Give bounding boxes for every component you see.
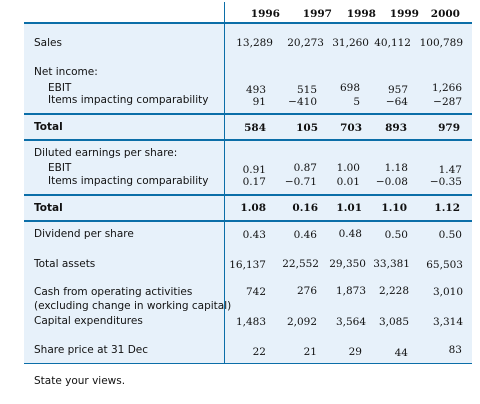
table-cell: 21 <box>303 346 317 358</box>
table-cell: 0.01 <box>336 176 360 188</box>
table-cell: 0.50 <box>438 229 462 241</box>
row-label-cash-from-operations: Cash from operating activities <box>34 286 193 298</box>
year-header: 1998 <box>346 8 376 20</box>
table-cell: 1.00 <box>336 162 360 174</box>
table-cell: 1.47 <box>438 164 462 176</box>
row-label-net-income: Net income: <box>34 66 98 78</box>
table-cell: −410 <box>288 96 317 108</box>
table-cell: 493 <box>245 84 266 96</box>
table-cell: 1.12 <box>434 202 460 214</box>
column-divider <box>224 2 225 364</box>
table-cell: 91 <box>252 96 266 108</box>
table-cell: 2,228 <box>378 285 409 297</box>
table-cell: 0.43 <box>242 229 266 241</box>
total-rule-1a <box>24 113 472 115</box>
row-label-capital-expenditures: Capital expenditures <box>34 315 143 327</box>
table-cell: 31,260 <box>332 37 369 49</box>
table-cell: 584 <box>244 122 266 134</box>
table-cell: 0.46 <box>293 229 317 241</box>
total-rule-1b <box>24 139 472 141</box>
table-cell: 2,092 <box>286 316 317 328</box>
top-rule <box>24 22 472 24</box>
table-cell: −0.08 <box>375 176 408 188</box>
table-cell: 1.10 <box>381 202 407 214</box>
table-cell: 100,789 <box>419 37 463 49</box>
row-label-total: Total <box>34 202 63 214</box>
table-cell: 1,266 <box>431 82 462 94</box>
table-cell: 742 <box>245 286 266 298</box>
table-cell: 33,381 <box>373 258 410 270</box>
table-cell: 0.91 <box>242 164 266 176</box>
table-cell: 276 <box>296 285 317 297</box>
row-label-total: Total <box>34 121 63 133</box>
table-cell: 29 <box>348 346 362 358</box>
row-label-ebit: EBIT <box>48 82 72 94</box>
row-label-share-price: Share price at 31 Dec <box>34 344 149 356</box>
table-cell: 40,112 <box>374 37 411 49</box>
table-cell: −0.35 <box>429 176 462 188</box>
row-label-total-assets: Total assets <box>34 258 96 270</box>
table-cell: 20,273 <box>287 37 324 49</box>
row-label-dividend: Dividend per share <box>34 228 134 240</box>
table-cell: 29,350 <box>329 258 366 270</box>
total-rule-2a <box>24 194 472 196</box>
table-cell: 0.48 <box>338 228 362 240</box>
footer-prompt: State your views. <box>34 375 126 387</box>
table-cell: 0.17 <box>242 176 266 188</box>
table-cell: 3,564 <box>335 316 366 328</box>
table-cell: 698 <box>339 82 360 94</box>
table-cell: 65,503 <box>426 259 463 271</box>
row-label-items-impacting: Items impacting comparability <box>48 175 209 187</box>
table-cell: 0.87 <box>293 162 317 174</box>
table-cell: 5 <box>353 96 360 108</box>
table-background <box>24 22 472 364</box>
table-cell: 1.08 <box>240 202 266 214</box>
table-cell: 515 <box>296 84 317 96</box>
table-cell: 44 <box>394 347 408 359</box>
table-cell: 13,289 <box>236 37 273 49</box>
table-cell: 703 <box>340 122 362 134</box>
year-header: 1997 <box>302 8 332 20</box>
table-cell: 893 <box>385 122 407 134</box>
table-cell: 1,873 <box>335 285 366 297</box>
row-label-sales: Sales <box>34 37 62 49</box>
table-cell: 0.16 <box>292 202 318 214</box>
table-cell: 3,085 <box>378 316 409 328</box>
table-cell: 22 <box>252 346 266 358</box>
table-cell: −0.71 <box>284 176 317 188</box>
year-header: 1999 <box>389 8 419 20</box>
bottom-rule <box>24 363 472 364</box>
table-cell: 0.50 <box>384 229 408 241</box>
table-cell: −287 <box>433 96 462 108</box>
year-header: 1996 <box>250 8 280 20</box>
table-cell: 105 <box>296 122 318 134</box>
row-label-diluted-eps: Diluted earnings per share: <box>34 147 178 159</box>
table-cell: 1.18 <box>384 162 408 174</box>
table-cell: 22,552 <box>282 258 319 270</box>
table-cell: 3,010 <box>432 286 463 298</box>
year-header: 2000 <box>430 8 460 20</box>
table-cell: 83 <box>448 344 462 356</box>
table-cell: 1.01 <box>336 202 362 214</box>
row-label-excluding-working-capital: (excluding change in working capital) <box>34 300 232 312</box>
total-rule-2b <box>24 220 472 222</box>
table-cell: 16,137 <box>229 259 266 271</box>
table-cell: 957 <box>387 84 408 96</box>
row-label-items-impacting: Items impacting comparability <box>48 94 209 106</box>
table-cell: 1,483 <box>235 316 266 328</box>
table-cell: 979 <box>438 122 460 134</box>
table-cell: −64 <box>385 96 408 108</box>
row-label-ebit: EBIT <box>48 162 72 174</box>
table-cell: 3,314 <box>432 316 463 328</box>
